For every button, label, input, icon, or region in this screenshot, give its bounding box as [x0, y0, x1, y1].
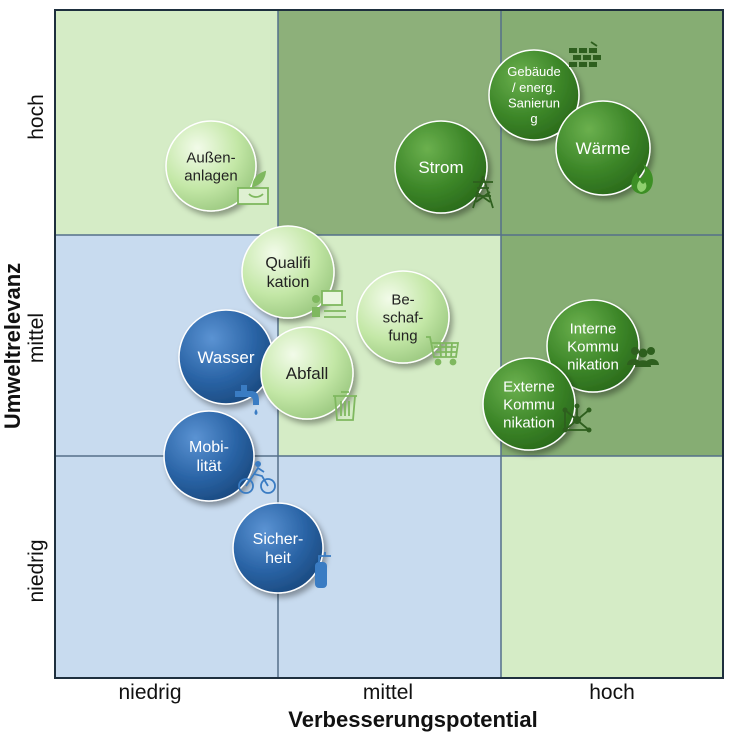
bubble-label-line: nikation	[567, 356, 619, 373]
topic-bubble-aussenanlagen: Außen-anlagen	[165, 120, 269, 212]
y-axis-title: Umweltrelevanz	[0, 262, 25, 430]
bubble-circle	[163, 410, 255, 502]
bubble-label-line: Strom	[418, 158, 463, 177]
flame-icon	[631, 164, 653, 194]
bubble-circle	[555, 100, 651, 196]
bubble-circle	[241, 225, 335, 319]
bubble-label-line: Abfall	[286, 364, 329, 383]
bubble-label-line: Be-	[391, 291, 414, 308]
bubble-label-line: Gebäude	[507, 64, 561, 79]
bubble-label-line: anlagen	[184, 167, 237, 184]
matrix-cell	[501, 456, 723, 678]
bubble-label-line: fung	[388, 327, 417, 344]
bubble-label-line: Außen-	[186, 149, 235, 166]
bubble-label-line: heit	[265, 550, 291, 567]
network-icon	[562, 403, 592, 433]
topic-bubble-strom: Strom	[394, 120, 494, 214]
bubble-label-line: Sanierun	[508, 95, 560, 110]
y-tick-high: hoch	[25, 94, 48, 140]
topic-bubbles: Außen-anlagen Strom Gebäude/ energ.Sanieru…	[163, 41, 659, 594]
bubble-label-line: Interne	[570, 320, 617, 337]
y-tick-low: niedrig	[25, 539, 48, 603]
brick-wall-icon	[569, 41, 601, 67]
power-tower-icon	[472, 175, 494, 209]
x-tick-low: niedrig	[118, 681, 182, 704]
bubble-label-line: Kommu	[503, 396, 555, 413]
bubble-label-line: schaf-	[383, 309, 424, 326]
shopping-cart-icon	[426, 336, 460, 366]
x-axis-title: Verbesserungspotential	[288, 707, 538, 732]
bubble-label-line: Externe	[503, 378, 555, 395]
x-tick-high: hoch	[589, 681, 635, 704]
topic-bubble-mobilitaet: Mobi-lität	[163, 410, 276, 502]
cyclist-icon	[238, 461, 276, 494]
matrix-frame	[54, 9, 724, 679]
x-tick-mid: mittel	[362, 681, 414, 704]
topic-bubble-qualifikation: Qualifi kation	[241, 225, 346, 319]
bubble-label-line: lität	[197, 458, 222, 475]
presentation-icon	[312, 290, 346, 318]
bubble-circle	[232, 502, 324, 594]
bubble-label-line: Wasser	[198, 348, 255, 367]
y-tick-mid: mittel	[25, 312, 48, 364]
trash-bin-icon	[333, 391, 357, 421]
topic-bubble-wasser: Wasser	[178, 309, 274, 415]
bubble-label-line: Sicher-	[253, 531, 304, 548]
topic-bubble-sicherheit: Sicher-heit	[232, 502, 331, 594]
bubble-label-line: g	[530, 111, 537, 126]
bubble-label-line: kation	[267, 274, 310, 291]
bubble-label-line: Qualifi	[265, 255, 310, 272]
bubble-label-line: nikation	[503, 414, 555, 431]
bubble-circle	[356, 270, 450, 364]
bubble-label-line: Wärme	[576, 139, 631, 158]
bubble-label-line: / energ.	[512, 80, 556, 95]
plant-icon	[237, 170, 269, 205]
topic-bubble-beschaffung: Be-schaf-fung	[356, 270, 460, 366]
water-tap-icon	[235, 385, 259, 415]
fire-extinguisher-icon	[315, 552, 331, 588]
bubble-circle	[165, 120, 257, 212]
bubble-circle	[546, 299, 640, 393]
bubble-label-line: Mobi-	[189, 439, 229, 456]
bubble-label-line: Kommu	[567, 338, 619, 355]
bubble-circle	[260, 326, 354, 420]
bubble-circle	[394, 120, 488, 214]
bubble-circle	[488, 49, 580, 141]
people-icon	[627, 347, 659, 367]
topic-bubble-waerme: Wärme	[555, 100, 653, 196]
topic-bubble-abfall: Abfall	[260, 326, 357, 421]
bubble-circle	[482, 357, 576, 451]
